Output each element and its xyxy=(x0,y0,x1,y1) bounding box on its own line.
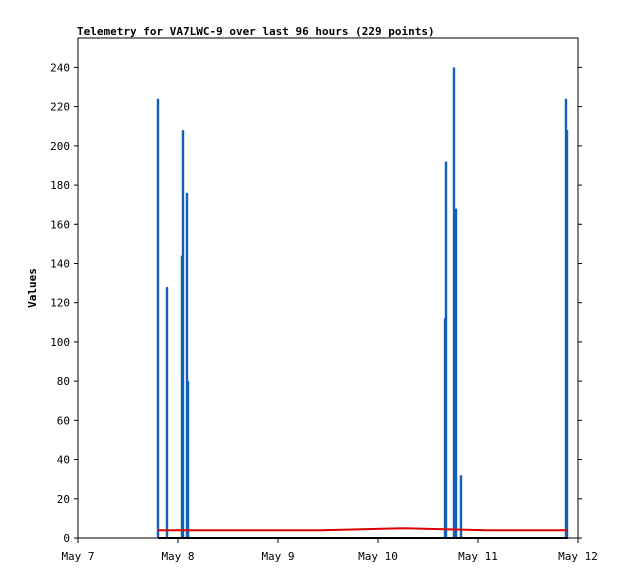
bar xyxy=(444,161,448,538)
bar xyxy=(165,287,169,538)
x-tick-label: May 8 xyxy=(161,550,194,563)
y-tick-label: 80 xyxy=(57,375,70,388)
bar xyxy=(565,130,569,538)
x-tick-label: May 12 xyxy=(558,550,598,563)
y-tick-label: 240 xyxy=(50,61,70,74)
x-tick-label: May 9 xyxy=(261,550,294,563)
x-tick-label: May 7 xyxy=(61,550,94,563)
bar xyxy=(186,381,190,538)
y-tick-label: 100 xyxy=(50,336,70,349)
y-tick-label: 200 xyxy=(50,140,70,153)
bar xyxy=(181,130,185,538)
bar xyxy=(459,475,463,538)
x-tick-label: May 11 xyxy=(458,550,498,563)
line-series xyxy=(158,527,568,539)
y-tick-label: 220 xyxy=(50,101,70,114)
x-axis: May 7 May 8 May 9 May 10 May 11 May 12 xyxy=(61,538,598,563)
y-tick-label: 160 xyxy=(50,218,70,231)
bar xyxy=(452,67,456,538)
y-tick-label: 0 xyxy=(63,532,70,545)
chart-title: Telemetry for VA7LWC-9 over last 96 hour… xyxy=(77,25,435,38)
bar xyxy=(156,98,160,539)
bar xyxy=(454,208,458,538)
y-axis-label: Values xyxy=(26,268,39,308)
x-tick-label: May 10 xyxy=(358,550,398,563)
y-tick-label: 60 xyxy=(57,414,70,427)
y-tick-label: 140 xyxy=(50,257,70,270)
y-tick-label: 180 xyxy=(50,179,70,192)
bar-series xyxy=(156,67,569,539)
y-tick-label: 20 xyxy=(57,493,70,506)
y-axis: 0 20 40 60 80 100 120 140 160 180 200 220 240 xyxy=(50,61,582,545)
series-line-red xyxy=(158,527,568,532)
bar xyxy=(185,192,189,538)
y-tick-label: 40 xyxy=(57,454,70,467)
y-tick-label: 120 xyxy=(50,297,70,310)
